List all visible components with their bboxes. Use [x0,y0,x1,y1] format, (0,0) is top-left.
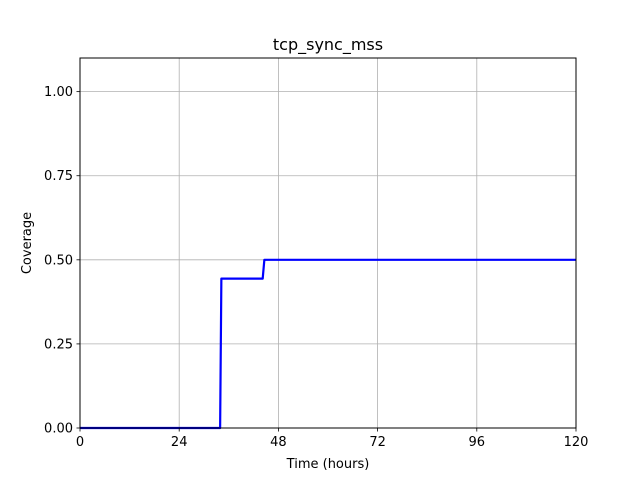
y-tick-label: 0.00 [44,422,73,437]
y-tick-label: 0.75 [44,169,73,184]
x-tick-label: 96 [469,435,486,450]
x-tick-label: 48 [270,435,287,450]
x-tick-label: 120 [564,435,589,450]
chart-title: tcp_sync_mss [273,35,383,55]
x-tick-label: 24 [171,435,188,450]
y-axis-label: Coverage [20,212,35,274]
x-axis-label: Time (hours) [286,457,370,472]
x-tick-label: 72 [369,435,386,450]
plot-frame [79,57,577,429]
ticks: 0 24 48 72 96 120 0.00 0.25 0.50 0.75 1.00 [44,85,588,450]
y-tick-label: 0.25 [44,337,73,352]
y-tick-label: 1.00 [44,85,73,100]
grid-lines [79,58,577,429]
y-tick-label: 0.50 [44,253,73,268]
x-tick-label: 0 [76,435,84,450]
